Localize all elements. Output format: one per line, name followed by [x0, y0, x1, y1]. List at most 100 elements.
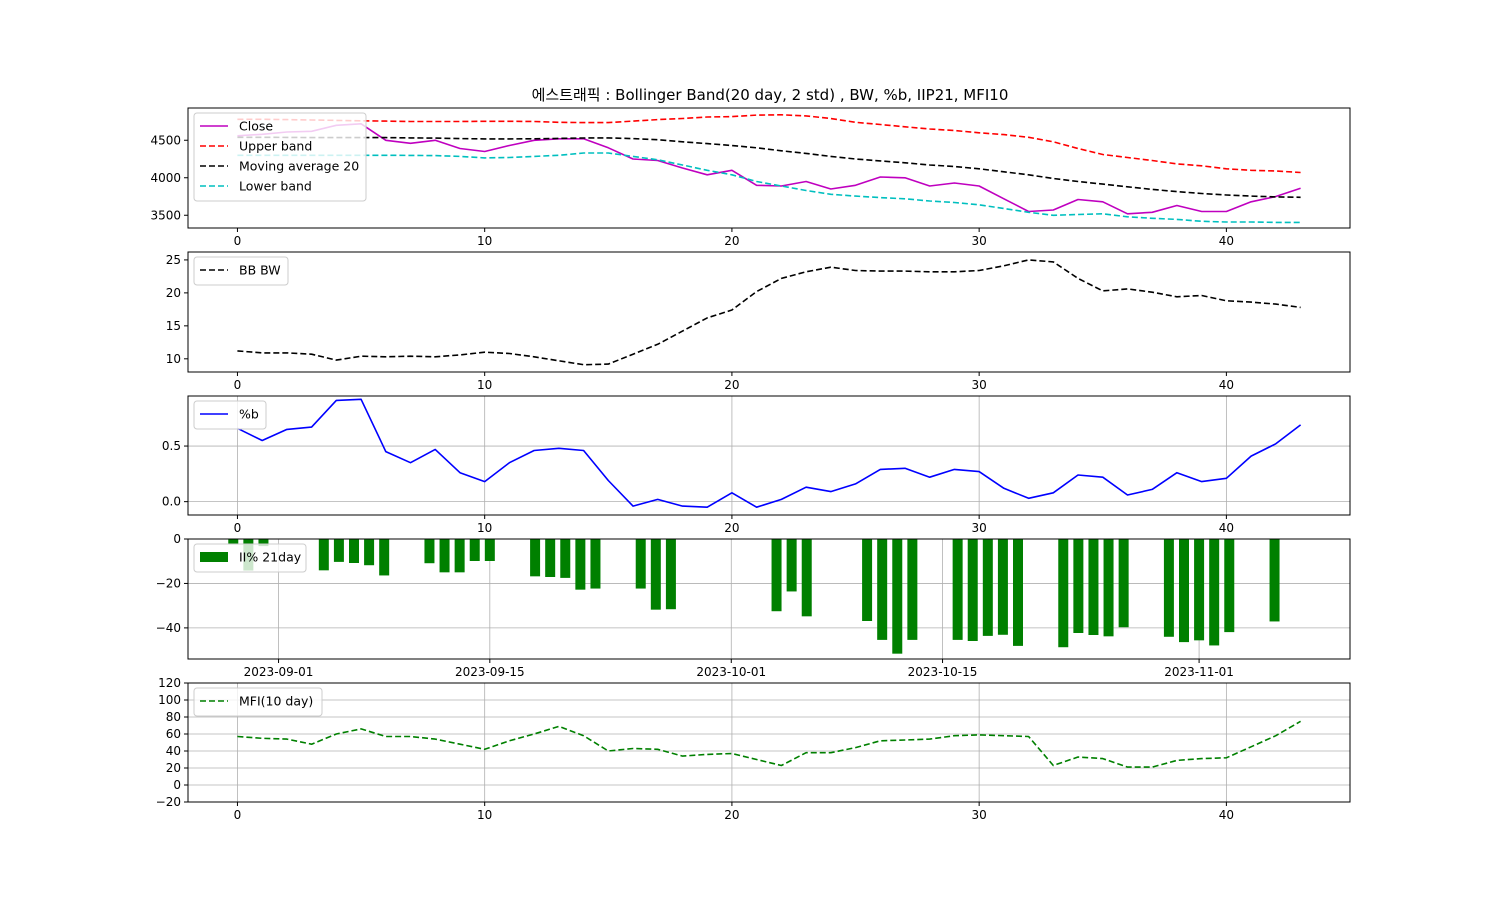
x-tick-label: 20 [724, 808, 739, 822]
bar [484, 539, 495, 561]
x-tick-label: 30 [972, 808, 987, 822]
y-tick-label: −20 [156, 576, 181, 590]
x-tick-label: 10 [477, 521, 492, 535]
x-tick-label: 2023-10-01 [696, 665, 766, 679]
x-tick-label: 2023-11-01 [1164, 665, 1234, 679]
axes-frame [187, 251, 1351, 373]
bar [364, 539, 375, 566]
bar [1209, 539, 1220, 646]
x-tick-label: 20 [724, 521, 739, 535]
bar [454, 539, 465, 573]
bar [877, 539, 888, 640]
bar [590, 539, 601, 589]
legend-box [193, 687, 323, 717]
y-tick-label: 120 [158, 676, 181, 690]
y-tick-label: 100 [158, 693, 181, 707]
y-tick-label: 20 [166, 286, 181, 300]
y-tick-label: −20 [156, 795, 181, 809]
bar [1269, 539, 1280, 622]
x-tick-label: 30 [972, 234, 987, 248]
series-line-bb-bw [237, 259, 1301, 366]
bar [997, 539, 1008, 635]
bar [575, 539, 586, 590]
legend-box [193, 112, 367, 202]
y-tick-label: 4500 [150, 133, 181, 147]
bar [318, 539, 329, 571]
y-tick-label: 4000 [150, 171, 181, 185]
legend-label: Upper band [239, 139, 312, 154]
bar [530, 539, 541, 577]
y-tick-label: 40 [166, 744, 181, 758]
y-tick-label: 20 [166, 761, 181, 775]
legend-label: MFI(10 day) [239, 694, 313, 709]
y-tick-label: 0 [173, 532, 181, 546]
y-tick-label: 3500 [150, 208, 181, 222]
bar [862, 539, 873, 621]
bar [1179, 539, 1189, 643]
legend-label: II% 21day [239, 550, 302, 565]
panel-bandwidth: 0 10 20 30 40 10 15 20 25 BB BW [166, 251, 1351, 392]
axes-frame [187, 538, 1351, 660]
bar [1058, 539, 1069, 648]
y-tick-label: 60 [166, 727, 181, 741]
y-tick-label: 80 [166, 710, 181, 724]
bar [1013, 539, 1023, 646]
legend: %b [193, 400, 267, 430]
legend-box [193, 256, 289, 286]
bar [952, 539, 963, 640]
bar [258, 539, 269, 547]
bar [1073, 539, 1084, 633]
y-tick-label: 0 [173, 778, 181, 792]
series-line-lower-band [237, 152, 1301, 224]
x-tick-label: 30 [972, 378, 987, 392]
panel-intraday-intensity: 2023-09-01 2023-09-15 2023-10-01 2023-10-15… [156, 532, 1351, 679]
legend-label: Lower band [239, 179, 312, 194]
axes-frame [187, 107, 1351, 229]
bar [1163, 539, 1174, 637]
bar [439, 539, 450, 573]
bar [786, 539, 797, 592]
bar [967, 539, 978, 641]
legend-swatch [200, 552, 228, 562]
y-tick-label: −40 [156, 621, 181, 635]
x-tick-label: 0 [234, 234, 242, 248]
x-tick-label: 2023-09-01 [244, 665, 314, 679]
y-tick-label: 0.5 [162, 439, 181, 453]
bar [545, 539, 556, 577]
x-tick-label: 2023-09-15 [455, 665, 525, 679]
axes-frame [187, 395, 1351, 516]
legend: II% 21day [193, 543, 307, 573]
bar [424, 539, 435, 564]
bar [650, 539, 661, 610]
bar [560, 539, 571, 578]
bar [771, 539, 782, 612]
bar [333, 539, 344, 562]
x-tick-label: 10 [477, 808, 492, 822]
bar [1088, 539, 1099, 635]
x-tick-label: 0 [234, 808, 242, 822]
axes-frame [187, 682, 1351, 803]
legend: Close Upper band Moving average 20 Lower ba… [193, 112, 367, 202]
legend-label: Close [239, 119, 273, 134]
x-tick-label: 0 [234, 521, 242, 535]
legend-label: Moving average 20 [239, 159, 359, 174]
legend-label: BB BW [239, 263, 281, 278]
bar [379, 539, 390, 576]
y-tick-label: 10 [166, 352, 181, 366]
bar [469, 539, 480, 561]
bar [801, 539, 812, 617]
x-tick-label: 10 [477, 378, 492, 392]
panel-money-flow: 0 10 20 30 40 −20 0 20 40 60 80 100 120 MFI(10 day) [156, 676, 1351, 822]
chart-title: 에스트래픽 : Bollinger Band(20 day, 2 std) , … [532, 86, 1009, 104]
legend-box [193, 543, 307, 573]
panel-percent-b: 0 10 20 30 40 0.0 0.5 %b [162, 395, 1351, 535]
x-tick-label: 40 [1219, 521, 1234, 535]
panel-bollinger: 0 10 20 30 40 3500 4000 4500 Close Upper band Movi… [150, 107, 1351, 248]
x-tick-label: 20 [724, 378, 739, 392]
bar [665, 539, 676, 610]
legend: MFI(10 day) [193, 687, 323, 717]
series-line-upper-band [237, 114, 1301, 174]
legend-label: %b [239, 407, 259, 422]
bar [1118, 539, 1129, 628]
y-tick-label: 0.0 [162, 495, 181, 509]
